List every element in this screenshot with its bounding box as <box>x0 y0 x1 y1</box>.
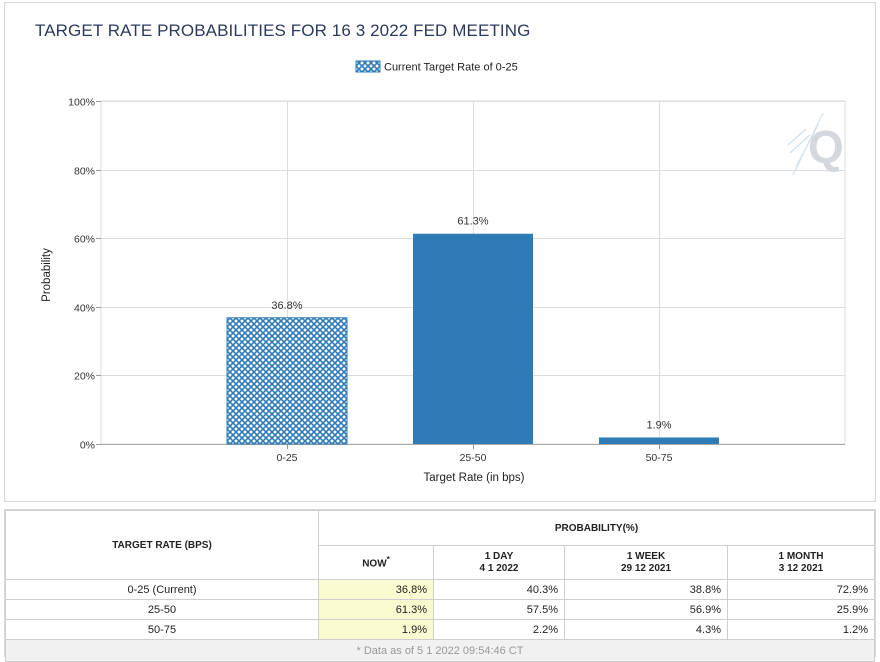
col-1month-header: 1 MONTH 3 12 2021 <box>727 545 875 580</box>
data-timestamp-footer: * Data as of 5 1 2022 09:54:46 CT <box>5 639 875 662</box>
data-label: 1.9% <box>646 419 671 431</box>
value-cell: 38.8% <box>564 579 728 600</box>
chart-panel: TARGET RATE PROBABILITIES FOR 16 3 2022 … <box>4 2 876 502</box>
data-label: 61.3% <box>457 216 488 228</box>
probability-table-panel: TARGET RATE (BPS) PROBABILITY(%) NOW* 1 … <box>4 509 876 662</box>
value-cell: 40.3% <box>433 579 565 600</box>
table-row: 25-50 61.3% 57.5% 56.9% 25.9% <box>5 599 875 620</box>
data-label: 36.8% <box>271 300 302 312</box>
y-tick-label: 20% <box>74 371 95 383</box>
value-cell: 56.9% <box>564 599 728 620</box>
x-tick-label: 0-25 <box>276 452 297 464</box>
y-tick-label: 0% <box>80 440 95 452</box>
value-cell: 4.3% <box>564 619 728 640</box>
value-cell: 57.5% <box>433 599 565 620</box>
y-tick-label: 40% <box>74 303 95 315</box>
value-cell: 1.2% <box>727 619 875 640</box>
y-tick-label: 100% <box>68 97 95 109</box>
value-cell-now: 61.3% <box>318 599 434 620</box>
bar-0-25[interactable] <box>226 317 348 445</box>
value-cell: 25.9% <box>727 599 875 620</box>
rate-cell: 50-75 <box>5 619 319 640</box>
legend-label: Current Target Rate of 0-25 <box>384 62 518 74</box>
bar-chart: Q 0% 20% 40% 60% 80% 100% 0-25 25-50 50-75 36.8%… <box>41 60 846 484</box>
y-axis-label: Probability <box>41 248 53 302</box>
probability-table: TARGET RATE (BPS) PROBABILITY(%) NOW* 1 … <box>5 510 875 662</box>
bar-50-75[interactable] <box>599 437 719 444</box>
svg-text:Q: Q <box>808 121 844 173</box>
col-1day-header: 1 DAY 4 1 2022 <box>433 545 565 580</box>
quikstrike-logo: Q <box>787 112 844 176</box>
x-tick-label: 50-75 <box>646 452 673 464</box>
col-1week-header: 1 WEEK 29 12 2021 <box>564 545 728 580</box>
value-cell: 2.2% <box>433 619 565 640</box>
chart-title: TARGET RATE PROBABILITIES FOR 16 3 2022 … <box>35 21 531 40</box>
table-row: 0-25 (Current) 36.8% 40.3% 38.8% 72.9% <box>5 579 875 600</box>
value-cell-now: 36.8% <box>318 579 434 600</box>
col-now-header: NOW* <box>318 545 434 580</box>
value-cell: 72.9% <box>727 579 875 600</box>
probability-header: PROBABILITY(%) <box>318 510 875 546</box>
rate-cell: 25-50 <box>5 599 319 620</box>
x-tick-label: 25-50 <box>460 452 487 464</box>
target-rate-header: TARGET RATE (BPS) <box>5 510 319 580</box>
value-cell-now: 1.9% <box>318 619 434 640</box>
legend: Current Target Rate of 0-25 <box>355 60 518 74</box>
y-tick-label: 60% <box>74 234 95 246</box>
x-axis-label: Target Rate (in bps) <box>424 472 525 484</box>
y-tick-label: 80% <box>74 166 95 178</box>
legend-swatch <box>355 60 381 73</box>
table-row: 50-75 1.9% 2.2% 4.3% 1.2% <box>5 619 875 640</box>
rate-cell: 0-25 (Current) <box>5 579 319 600</box>
bar-25-50[interactable] <box>413 233 533 444</box>
